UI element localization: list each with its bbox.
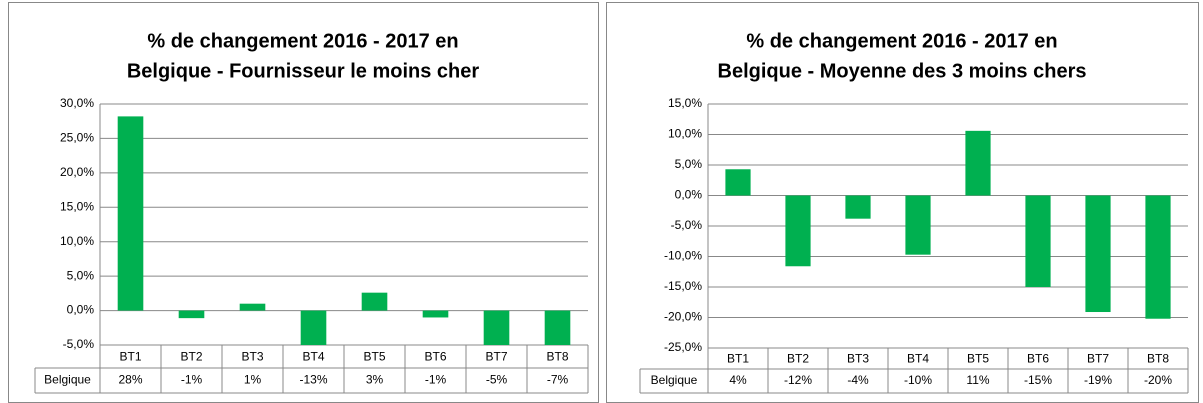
data-label: -13% [299,373,327,387]
chart-title: % de changement 2016 - 2017 en [746,30,1057,52]
x-tick-label: BT2 [787,352,809,366]
data-label: -7% [547,373,569,387]
y-tick-label: -10,0% [664,249,702,263]
x-tick-label: BT3 [241,350,263,364]
data-label: -1% [425,373,447,387]
y-tick-label: 25,0% [60,131,94,145]
data-label: -12% [784,373,812,387]
x-tick-label: BT5 [967,352,989,366]
y-tick-label: -20,0% [664,310,702,324]
data-label: -19% [1084,373,1112,387]
bar [965,130,991,196]
y-tick-label: -5,0% [671,218,703,232]
x-tick-label: BT4 [302,350,324,364]
bar [905,195,931,255]
x-tick-label: BT7 [1087,352,1109,366]
x-tick-label: BT7 [485,350,507,364]
x-tick-label: BT5 [363,350,385,364]
y-tick-label: 20,0% [60,165,94,179]
legend-label: Belgique [44,373,91,387]
y-tick-label: 10,0% [668,127,702,141]
plot-area [117,116,571,345]
data-label: -20% [1144,373,1172,387]
x-tick-label: BT6 [1027,352,1049,366]
bar [845,195,871,219]
bar [1085,195,1111,313]
bar [361,292,388,311]
y-tick-label: 5,0% [675,157,703,171]
bar [1145,195,1171,319]
data-label: 28% [118,373,142,387]
data-label: 3% [366,373,384,387]
data-label: -15% [1024,373,1052,387]
y-tick-label: 0,0% [675,188,703,202]
chart-title: Belgique - Moyenne des 3 moins chers [718,60,1087,82]
data-label: -10% [904,373,932,387]
data-label: 1% [244,373,262,387]
bar [544,310,571,345]
y-tick-label: 10,0% [60,234,94,248]
data-label: -4% [847,373,869,387]
chart-title: Belgique - Fournisseur le moins cher [127,60,480,82]
x-tick-label: BT1 [119,350,141,364]
y-tick-label: 0,0% [67,303,95,317]
bar [117,116,144,311]
x-tick-label: BT1 [727,352,749,366]
bar [725,169,751,196]
data-label: 4% [729,373,747,387]
x-tick-label: BT2 [180,350,202,364]
data-label: -5% [486,373,508,387]
y-tick-label: 15,0% [668,96,702,110]
x-tick-label: BT8 [1147,352,1169,366]
y-tick-label: -15,0% [664,279,702,293]
bar [300,310,327,345]
x-tick-label: BT8 [546,350,568,364]
data-label: -1% [181,373,203,387]
data-label: 11% [966,373,989,387]
y-tick-label: 15,0% [60,199,94,213]
y-tick-label: -5,0% [63,337,95,351]
bar [178,310,205,319]
x-tick-label: BT4 [907,352,929,366]
y-tick-label: 30,0% [60,96,94,110]
bar [422,310,449,318]
y-tick-label: 5,0% [67,268,95,282]
chart-title: % de changement 2016 - 2017 en [147,30,458,52]
y-tick-label: -25,0% [664,340,702,354]
legend-label: Belgique [651,373,698,387]
x-tick-label: BT6 [424,350,446,364]
bar [239,303,266,311]
plot-area [725,130,1171,319]
bar [483,310,510,345]
bar [1025,195,1051,287]
x-tick-label: BT3 [847,352,869,366]
bar [785,195,811,267]
